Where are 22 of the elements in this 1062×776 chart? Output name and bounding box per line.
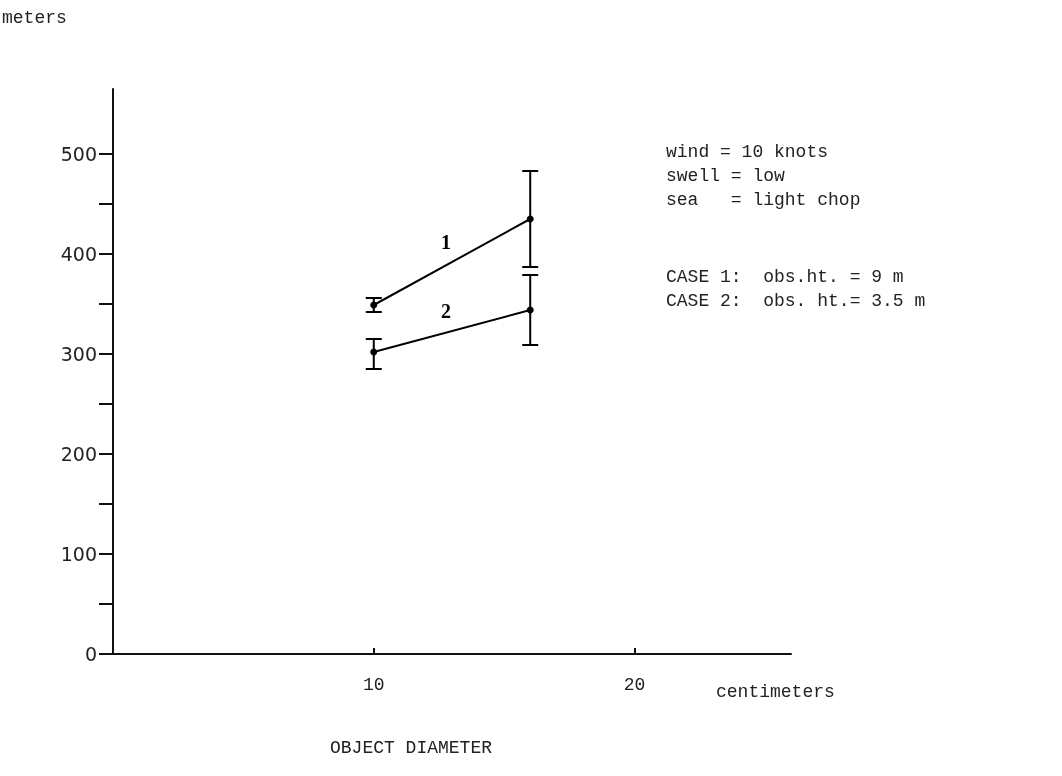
y-tick-label: 300 bbox=[60, 343, 97, 365]
annotation: CASE 1: obs.ht. = 9 m bbox=[666, 267, 904, 287]
annotation: swell = low bbox=[666, 166, 785, 186]
annotation: wind = 10 knots bbox=[666, 142, 829, 162]
point bbox=[370, 301, 378, 309]
y-axis-title: meters bbox=[2, 8, 67, 28]
y-tick-label: 100 bbox=[60, 543, 97, 565]
y-tick-label: 400 bbox=[60, 243, 97, 265]
y-tick-label: 500 bbox=[60, 143, 97, 165]
y-tick-label: 200 bbox=[60, 443, 97, 465]
point bbox=[370, 348, 378, 356]
x-axis-title: OBJECT DIAMETER bbox=[330, 738, 493, 758]
y-tick-label: 0 bbox=[84, 643, 97, 665]
annotation: CASE 2: obs. ht.= 3.5 m bbox=[666, 291, 926, 311]
text: centimeters bbox=[716, 682, 835, 702]
point bbox=[526, 306, 534, 314]
x-tick-label: 10 bbox=[362, 675, 385, 695]
point bbox=[526, 215, 534, 223]
annotation: sea = light chop bbox=[666, 190, 861, 210]
x-tick-label: 20 bbox=[623, 675, 646, 695]
series-label: 2 bbox=[441, 300, 451, 322]
series-label: 1 bbox=[441, 231, 451, 253]
